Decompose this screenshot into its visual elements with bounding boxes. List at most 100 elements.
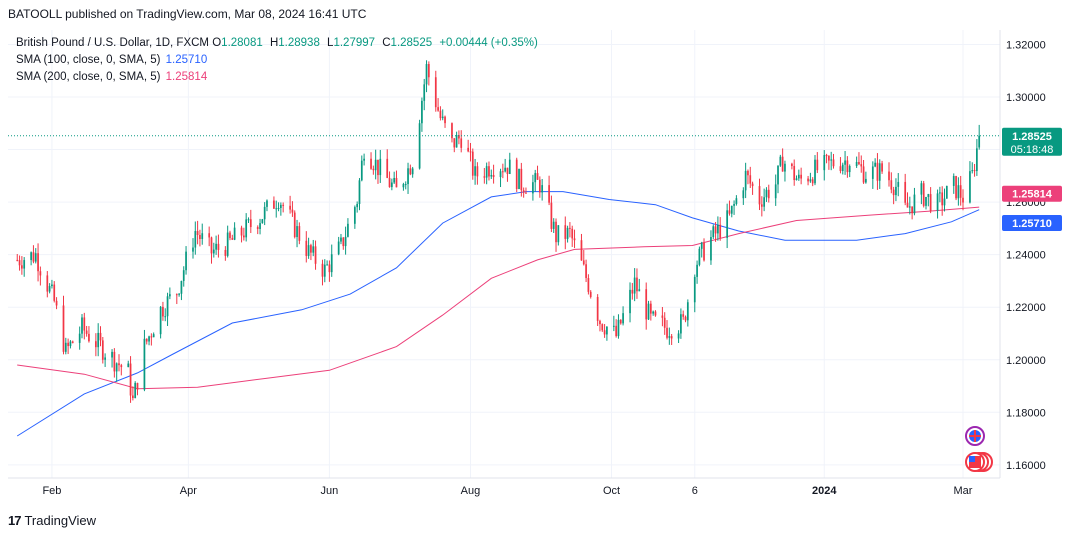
price-tick-label: 1.30000 (1006, 92, 1046, 104)
candle-body-down (53, 284, 56, 301)
candle-body-up (647, 303, 650, 320)
tradingview-brand[interactable]: 17 TradingView (8, 513, 96, 528)
candle-body-down (388, 177, 391, 188)
candle-body-down (451, 123, 453, 139)
candle-body-up (908, 206, 911, 208)
candle-body-down (395, 177, 398, 188)
candle-body-up (134, 382, 137, 399)
candle-body-up (855, 162, 858, 166)
candle-body-up (279, 204, 282, 208)
candle-body-up (97, 332, 100, 348)
candle-body-up (844, 160, 846, 165)
candle-body-down (242, 235, 245, 238)
candle-body-up (152, 334, 155, 338)
candle-body-down (439, 110, 442, 119)
candle-body-up (69, 341, 72, 347)
candle-body-up (797, 174, 800, 179)
candle-body-down (39, 271, 42, 276)
candle-body-down (682, 314, 685, 317)
candle-body-up (622, 313, 624, 324)
candle-body-down (911, 206, 913, 214)
candle-body-up (485, 166, 488, 178)
time-tick-label: Mar (954, 485, 973, 497)
candle-body-down (654, 311, 657, 316)
candle-body-down (314, 246, 317, 264)
candle-body-down (229, 232, 231, 239)
candle-body-down (536, 173, 539, 180)
candle-body-up (969, 171, 971, 203)
candle-body-down (807, 178, 809, 182)
time-tick-label: Apr (180, 485, 197, 497)
candle-body-up (874, 162, 876, 167)
candle-body-down (828, 155, 830, 161)
candle-body-down (434, 77, 437, 108)
candle-body-up (307, 245, 310, 256)
gb-flag-icon (965, 426, 985, 446)
candle-body-down (663, 317, 666, 328)
candle-body-down (832, 159, 835, 167)
candle-body-up (606, 326, 608, 335)
candle-body-up (784, 163, 786, 172)
candle-body-up (323, 264, 326, 277)
candle-body-up (779, 156, 782, 166)
sma100-badge-text: 1.25710 (1012, 218, 1052, 230)
candle-body-down (289, 205, 291, 210)
candle-body-up (693, 276, 696, 303)
candle-body-up (499, 171, 502, 178)
candle-body-up (363, 158, 365, 161)
low-value: 1.27997 (333, 37, 376, 49)
candle-body-up (296, 226, 298, 238)
candle-body-down (892, 189, 895, 196)
candle-body-down (661, 315, 664, 318)
candle-body-down (959, 185, 962, 198)
candle-body-up (504, 167, 507, 172)
candle-body-up (402, 184, 405, 188)
candle-body-up (393, 177, 396, 183)
legend-ohlc-row[interactable]: British Pound / U.S. Dollar, 1D, FXCM O1… (16, 37, 538, 49)
candle-body-down (515, 159, 518, 189)
candle-body-down (525, 192, 527, 194)
candle-body-down (587, 278, 590, 292)
candle-body-up (263, 206, 266, 220)
candle-body-down (145, 338, 148, 342)
candle-body-down (922, 183, 925, 206)
candle-body-up (148, 336, 150, 342)
candle-body-down (791, 163, 793, 167)
candle-body-down (437, 107, 439, 111)
candle-body-up (717, 224, 719, 234)
candle-body-up (259, 223, 261, 229)
symbol-title[interactable]: British Pound / U.S. Dollar, 1D, FXCM (16, 37, 210, 49)
sma200-label: SMA (200, close, 0, SMA, 5) (16, 71, 161, 83)
legend-sma200-row[interactable]: SMA (200, close, 0, SMA, 5) 1.25814 (16, 69, 542, 86)
candle-body-up (629, 289, 631, 314)
candle-body-down (876, 162, 879, 181)
candle-body-down (310, 245, 312, 253)
price-tick-label: 1.24000 (1006, 250, 1046, 262)
candle-body-down (573, 238, 576, 241)
candle-body-up (726, 210, 729, 238)
candle-body-down (476, 166, 479, 177)
candle-body-down (929, 194, 932, 211)
candle-body-up (166, 296, 169, 317)
candle-body-up (742, 190, 745, 199)
candle-body-down (955, 176, 957, 199)
candle-body-down (728, 210, 731, 214)
candle-body-up (212, 249, 215, 254)
sma200-value: 1.25814 (165, 71, 208, 83)
candle-body-down (85, 330, 88, 334)
candle-body-up (330, 254, 333, 273)
legend-sma100-row[interactable]: SMA (100, close, 0, SMA, 5) 1.25710 (16, 52, 542, 69)
candle-body-up (344, 236, 347, 247)
candle-body-down (555, 221, 557, 243)
candle-body-up (30, 252, 32, 261)
candle-body-up (652, 311, 655, 314)
candle-body-up (353, 207, 356, 224)
candle-body-up (939, 192, 941, 194)
time-tick-label: Feb (42, 485, 61, 497)
candle-body-down (973, 170, 976, 172)
candle-body-up (404, 184, 407, 186)
candle-body-up (337, 241, 340, 255)
candle-body-up (201, 233, 204, 240)
time-tick-label: 6 (692, 485, 698, 497)
